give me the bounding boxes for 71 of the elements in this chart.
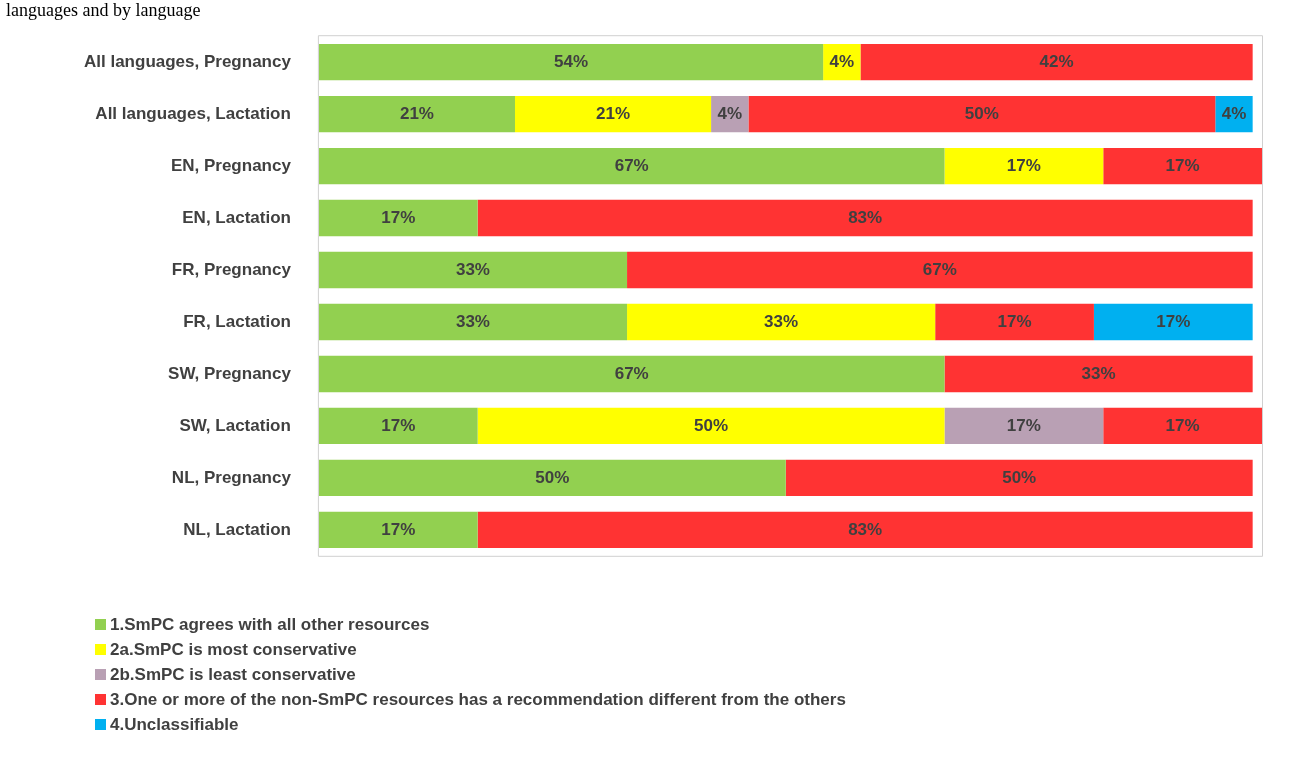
bar xyxy=(318,199,478,237)
bar xyxy=(318,251,628,289)
data-label: 67% xyxy=(614,363,649,383)
bar xyxy=(477,407,945,445)
bar xyxy=(944,407,1104,445)
data-label: 83% xyxy=(848,207,883,227)
data-label: 50% xyxy=(964,103,999,123)
bar xyxy=(318,43,824,81)
bar xyxy=(748,95,1216,133)
data-label: 83% xyxy=(848,519,883,539)
y-tick-label: NL, Lactation xyxy=(183,519,291,539)
data-label: 21% xyxy=(596,103,631,123)
data-label: 33% xyxy=(455,259,490,279)
bar xyxy=(318,511,478,549)
data-label: 17% xyxy=(1156,311,1191,331)
bar xyxy=(785,459,1253,497)
y-tick-label: SW, Pregnancy xyxy=(168,363,292,383)
data-label: 33% xyxy=(764,311,799,331)
legend-label: 1.SmPC agrees with all other resources xyxy=(110,614,430,636)
data-label: 17% xyxy=(1165,415,1200,435)
legend-label: 2a.SmPC is most conservative xyxy=(110,639,357,661)
data-label: 42% xyxy=(1039,51,1074,71)
bar xyxy=(627,303,936,341)
bar xyxy=(944,147,1104,185)
legend-label: 2b.SmPC is least conservative xyxy=(110,664,356,686)
data-label: 33% xyxy=(1081,363,1116,383)
data-label: 17% xyxy=(381,207,416,227)
bar xyxy=(318,303,628,341)
bar xyxy=(318,407,478,445)
bar xyxy=(318,147,945,185)
bar xyxy=(1093,303,1253,341)
text: languages and by language xyxy=(6,0,201,21)
data-label: 17% xyxy=(997,311,1032,331)
y-tick-label: NL, Pregnancy xyxy=(171,467,292,487)
data-label: 17% xyxy=(1006,155,1041,175)
data-label: 17% xyxy=(381,415,416,435)
data-label: 4% xyxy=(717,103,743,123)
bar xyxy=(1103,147,1262,185)
data-label: 4% xyxy=(829,51,855,71)
bar xyxy=(1103,407,1262,445)
bar xyxy=(935,303,1094,341)
legend-label: 3.One or more of the non-SmPC resources has a recommendation different from the others xyxy=(110,689,846,711)
bar xyxy=(318,355,945,393)
y-tick-label: EN, Lactation xyxy=(182,207,291,227)
y-tick-label: All languages, Lactation xyxy=(95,103,291,123)
data-label: 50% xyxy=(1002,467,1037,487)
bar xyxy=(860,43,1253,81)
bar xyxy=(627,251,1253,289)
y-tick-label: FR, Pregnancy xyxy=(171,259,292,279)
data-label: 50% xyxy=(535,467,570,487)
y-tick-label: FR, Lactation xyxy=(183,311,291,331)
data-label: 50% xyxy=(694,415,729,435)
bar xyxy=(514,95,712,133)
data-label: 17% xyxy=(381,519,416,539)
data-label: 21% xyxy=(399,103,434,123)
bar xyxy=(477,511,1253,549)
data-label: 33% xyxy=(455,311,490,331)
data-label: 67% xyxy=(922,259,957,279)
data-label: 17% xyxy=(1165,155,1200,175)
data-label: 67% xyxy=(614,155,649,175)
data-label: 17% xyxy=(1006,415,1041,435)
legend-label: 4.Unclassifiable xyxy=(110,714,239,736)
data-label: 4% xyxy=(1221,103,1247,123)
bar xyxy=(318,95,515,133)
data-label: 54% xyxy=(554,51,589,71)
bar xyxy=(318,459,786,497)
bar xyxy=(944,355,1253,393)
y-tick-label: SW, Lactation xyxy=(179,415,291,435)
y-tick-label: All languages, Pregnancy xyxy=(83,51,292,71)
bar xyxy=(477,199,1253,237)
y-tick-label: EN, Pregnancy xyxy=(170,155,292,175)
